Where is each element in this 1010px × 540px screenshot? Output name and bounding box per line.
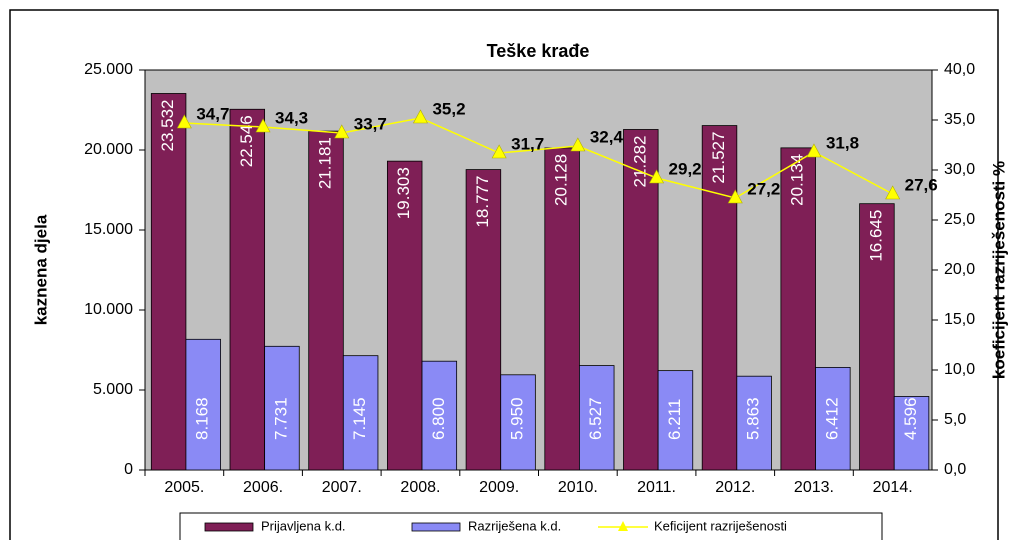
y-tick-label: 20.000 [84, 141, 133, 158]
x-tick-label: 2006. [243, 479, 283, 496]
bar-value-label: 6.800 [429, 397, 448, 440]
bar-value-label: 5.950 [508, 397, 527, 440]
x-tick-label: 2007. [322, 479, 362, 496]
bar [500, 374, 536, 471]
bar-value-label: 5.863 [744, 397, 763, 440]
line-value-label: 31,8 [826, 133, 859, 152]
line-value-label: 32,4 [590, 127, 624, 146]
line-value-label: 34,3 [275, 108, 308, 127]
y2-tick-label: 0,0 [944, 461, 966, 478]
line-marker [727, 189, 743, 204]
bar [544, 147, 580, 471]
line-marker [176, 114, 192, 129]
y2-tick-label: 5,0 [944, 411, 966, 428]
y2-tick-label: 35,0 [944, 111, 975, 128]
bar-value-label: 8.168 [193, 397, 212, 440]
line-value-label: 33,7 [354, 114, 387, 133]
bar-value-label: 20.128 [552, 154, 571, 206]
legend-label: Keficijent razriješenosti [654, 518, 787, 533]
y-tick-label: 10.000 [84, 301, 133, 318]
y-tick-label: 25.000 [84, 61, 133, 78]
y2-tick-label: 40,0 [944, 61, 975, 78]
bar-value-label: 22.546 [237, 115, 256, 167]
line-value-label: 27,2 [747, 179, 780, 198]
y-tick-label: 5.000 [93, 381, 133, 398]
bar-value-label: 23.532 [158, 99, 177, 151]
line-marker [255, 118, 271, 133]
bar [736, 375, 772, 471]
y2-tick-label: 30,0 [944, 161, 975, 178]
bar-value-label: 21.527 [709, 132, 728, 184]
legend-swatch [204, 522, 254, 532]
bar-value-label: 7.731 [271, 397, 290, 440]
line-value-label: 27,6 [905, 175, 938, 194]
bar [780, 147, 816, 471]
line-marker [412, 109, 428, 124]
bar-value-label: 6.527 [586, 397, 605, 440]
x-tick-label: 2009. [479, 479, 519, 496]
bar-value-label: 21.181 [315, 137, 334, 189]
bar-value-label: 19.303 [394, 167, 413, 219]
bar [421, 360, 458, 471]
bar [657, 370, 694, 471]
x-tick-label: 2011. [637, 479, 676, 496]
line-marker [885, 185, 901, 200]
bar-value-label: 21.282 [630, 135, 649, 187]
line-value-label: 34,7 [196, 104, 229, 123]
bar [859, 203, 895, 471]
bar [229, 108, 266, 471]
line-marker [334, 124, 350, 139]
y-axis-label: kaznena djela [31, 214, 50, 325]
bar [465, 169, 502, 471]
bar [386, 160, 423, 471]
bar-value-label: 18.777 [473, 176, 492, 228]
legend-label: Razriješena k.d. [468, 518, 561, 533]
legend-label: Prijavljena k.d. [261, 518, 346, 533]
line-marker [649, 169, 665, 184]
x-tick-label: 2013. [794, 479, 834, 496]
line-marker [570, 137, 586, 152]
line-marker [806, 143, 822, 158]
bar [701, 125, 738, 471]
bar-value-label: 4.596 [901, 397, 920, 440]
bar [150, 93, 187, 471]
y-tick-label: 15.000 [84, 221, 133, 238]
legend-swatch [411, 522, 461, 532]
y2-axis-label: koeficijent razriješenosti % [989, 161, 1008, 379]
bar [815, 367, 851, 471]
bar-value-label: 16.645 [866, 210, 885, 262]
bar-value-label: 6.211 [665, 399, 684, 440]
chart-title: Teške krađe [487, 41, 590, 61]
x-tick-label: 2010. [558, 479, 598, 496]
x-tick-label: 2014. [873, 479, 913, 496]
bar-value-label: 7.145 [350, 397, 369, 440]
bar [185, 338, 221, 471]
y2-tick-label: 10,0 [944, 361, 975, 378]
bar [264, 345, 300, 471]
y2-tick-label: 20,0 [944, 261, 975, 278]
y2-tick-label: 25,0 [944, 211, 975, 228]
x-tick-label: 2005. [164, 479, 204, 496]
line-value-label: 29,2 [669, 159, 702, 178]
y-tick-label: 0 [124, 461, 133, 478]
legend-box [179, 512, 883, 540]
bar [579, 365, 615, 471]
line-value-label: 35,2 [432, 99, 465, 118]
bar-value-label: 6.412 [822, 397, 841, 440]
line-series [184, 117, 894, 199]
bar-value-label: 20.134 [788, 154, 807, 206]
bar [893, 396, 930, 471]
bar [623, 129, 659, 471]
bar [342, 355, 379, 471]
x-tick-label: 2008. [400, 479, 440, 496]
line-marker [491, 144, 507, 159]
x-tick-label: 2012. [715, 479, 755, 496]
legend-marker [618, 521, 628, 531]
y2-tick-label: 15,0 [944, 311, 975, 328]
line-value-label: 31,7 [511, 134, 544, 153]
